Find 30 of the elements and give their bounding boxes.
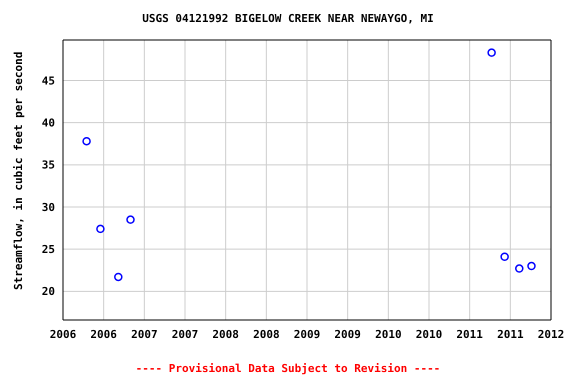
point: [96, 224, 105, 234]
x-tick-label: 2006: [50, 328, 77, 341]
x-tick-label: 2010: [416, 328, 442, 341]
x-tick-label: 2010: [375, 328, 402, 341]
x-tick-label: 2009: [294, 328, 320, 341]
x-tick-label: 2008: [212, 328, 239, 341]
y-axis-title: Streamflow, in cubic feet per second: [12, 52, 25, 290]
point: [515, 264, 524, 273]
x-tick-label: 2008: [253, 328, 280, 341]
y-tick-label: 45: [42, 74, 55, 88]
text: ---- Provisional Data Subject to Revision ----: [134, 362, 442, 375]
x-tick-label: 2007: [131, 328, 158, 341]
point: [114, 272, 123, 282]
x-tick-label: 2007: [172, 328, 198, 341]
point: [126, 215, 135, 224]
y-tick-label: 25: [42, 243, 55, 256]
x-tick-label: 2006: [90, 328, 118, 341]
point: [82, 136, 91, 146]
x-tick-label: 2012: [538, 328, 564, 341]
x-tick-label: 2011: [456, 328, 484, 341]
point: [527, 262, 536, 270]
y-tick-label: 35: [42, 158, 55, 172]
point: [500, 252, 509, 261]
x-tick-label: 2009: [334, 328, 361, 341]
y-tick-label: 30: [42, 200, 55, 214]
y-tick-label: 20: [42, 285, 55, 298]
x-tick-label: 2011: [497, 328, 524, 341]
chart-title: USGS 04121992 BIGELOW CREEK NEAR NEWAYGO, MI: [141, 12, 435, 25]
point: [487, 48, 496, 57]
y-tick-label: 40: [42, 116, 55, 130]
